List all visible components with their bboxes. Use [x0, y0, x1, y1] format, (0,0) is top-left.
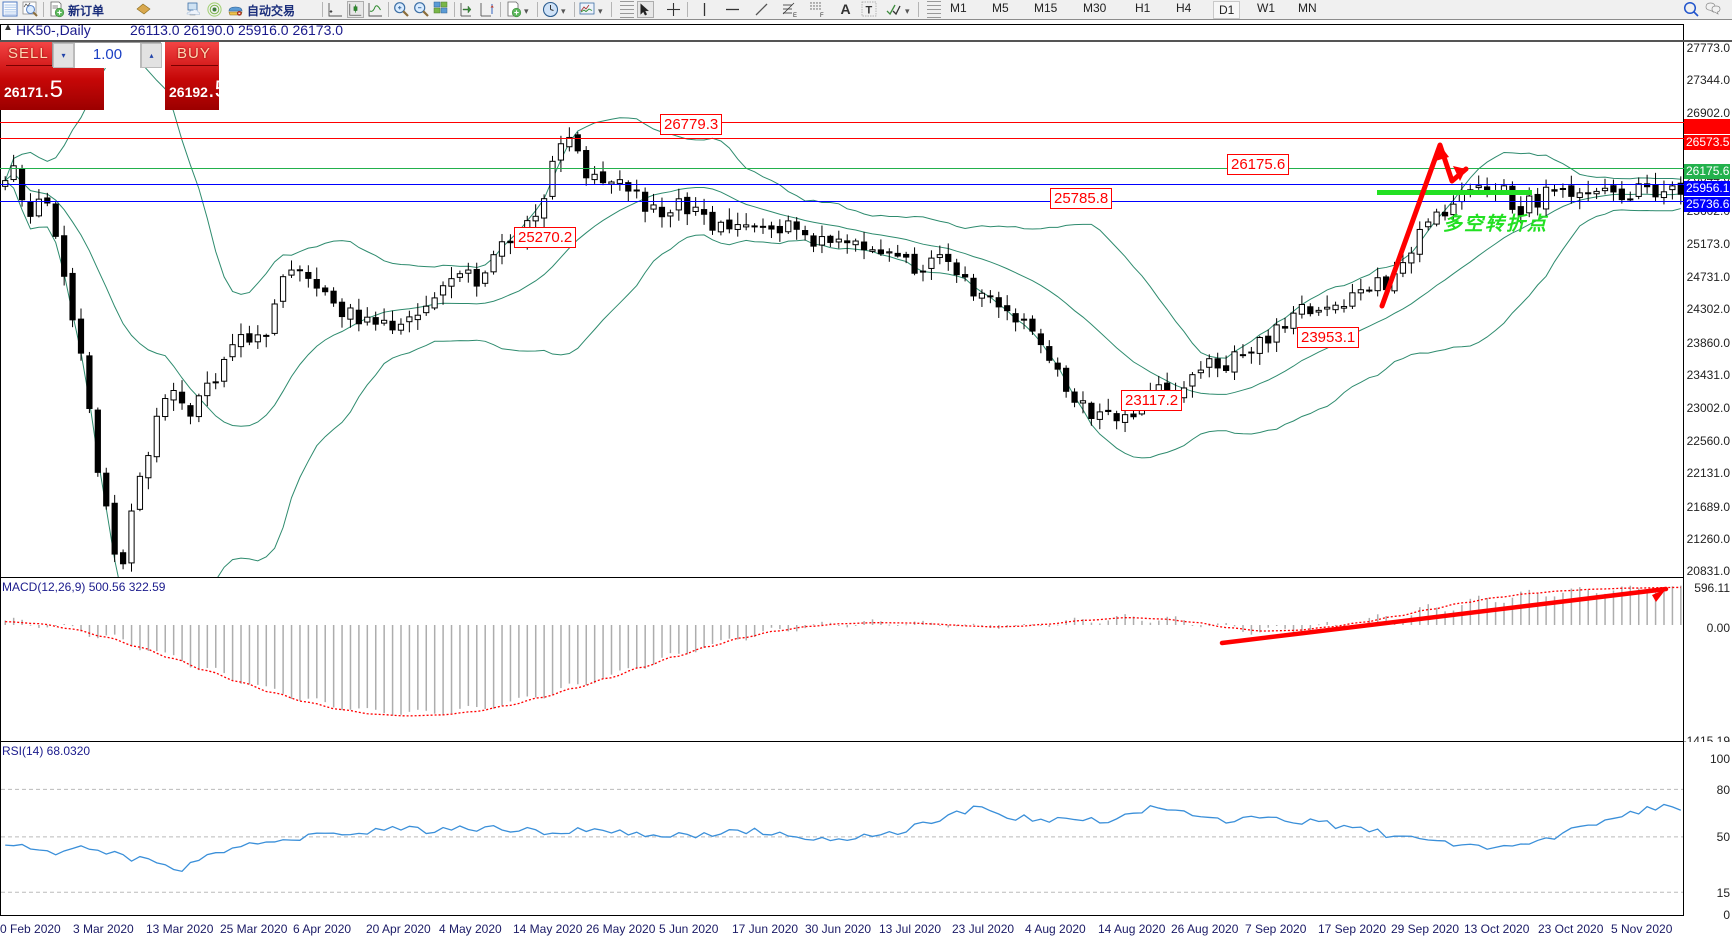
- svg-text:E: E: [793, 13, 797, 18]
- svg-text:T: T: [866, 5, 873, 17]
- svg-text:F: F: [820, 13, 824, 18]
